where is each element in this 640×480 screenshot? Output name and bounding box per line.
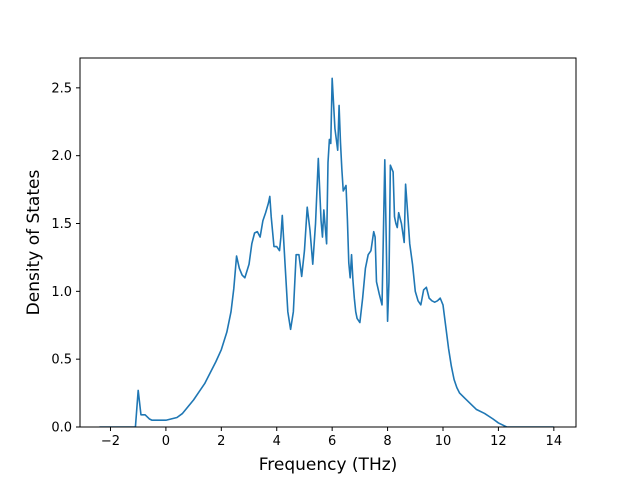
x-tick-label: 12 — [490, 434, 507, 449]
y-axis-label: Density of States — [24, 170, 44, 316]
x-tick-label: 6 — [328, 434, 336, 449]
y-tick-label: 0.0 — [51, 421, 72, 436]
x-tick-label: 10 — [435, 434, 452, 449]
y-tick-label: 1.0 — [51, 285, 72, 300]
x-axis-ticks: −2 0 2 4 6 8 10 12 14 — [101, 427, 562, 449]
x-tick-label: 4 — [273, 434, 281, 449]
x-tick-label: 8 — [383, 434, 391, 449]
x-tick-label: 2 — [217, 434, 225, 449]
y-tick-label: 2.5 — [51, 81, 72, 96]
series-layer — [99, 77, 554, 427]
series-line-0 — [99, 77, 554, 427]
y-axis-ticks: 0.0 0.5 1.0 1.5 2.0 2.5 — [51, 81, 80, 436]
axes-frame — [79, 57, 577, 428]
x-axis-label: Frequency (THz) — [259, 455, 398, 475]
x-tick-label: 0 — [162, 434, 170, 449]
y-tick-label: 1.5 — [51, 217, 72, 232]
y-tick-label: 0.5 — [51, 353, 72, 368]
x-tick-label: 14 — [546, 434, 563, 449]
x-tick-label: −2 — [101, 434, 120, 449]
plot-area — [99, 77, 554, 427]
y-tick-label: 2.0 — [51, 149, 72, 164]
